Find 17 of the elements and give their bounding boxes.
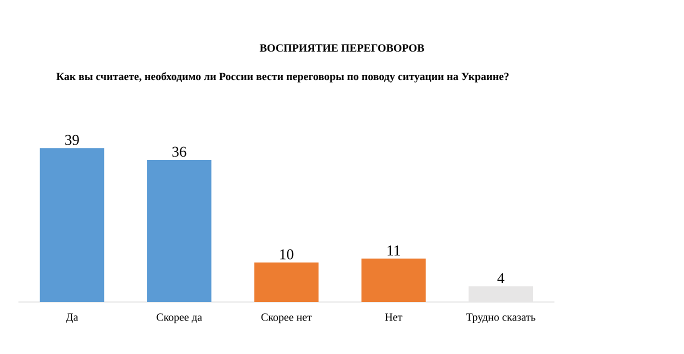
- chart-subtitle: Как вы считаете, необходимо ли России вести переговоры по поводу ситуации на Украине?: [56, 72, 509, 82]
- x-tick-label: Да: [66, 314, 78, 324]
- x-tick-label: Скорее да: [156, 314, 202, 324]
- x-tick-label: Трудно сказать: [466, 314, 536, 324]
- bar: [40, 148, 104, 302]
- data-label: 39: [65, 134, 79, 145]
- bar: [147, 160, 212, 302]
- chart-title: ВОСПРИЯТИЕ ПЕРЕГОВОРОВ: [260, 44, 424, 52]
- data-label: 36: [172, 146, 186, 157]
- data-label: 10: [280, 249, 294, 260]
- x-tick-label: Нет: [385, 314, 402, 321]
- data-label: 11: [388, 246, 400, 256]
- bar: [361, 258, 426, 302]
- x-tick-label: Скорее нет: [261, 314, 312, 324]
- data-label: 4: [497, 273, 504, 284]
- bar: [468, 286, 533, 302]
- bar: [254, 262, 319, 302]
